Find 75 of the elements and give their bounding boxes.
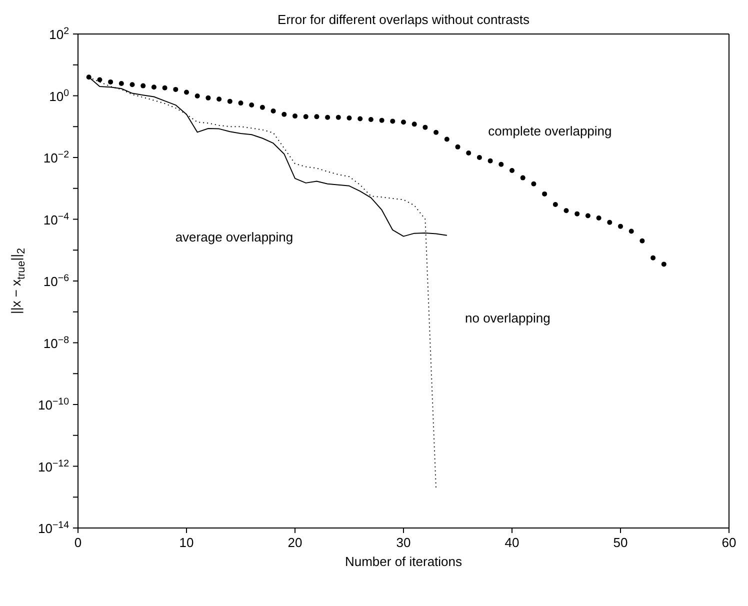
point [444, 136, 450, 142]
point [227, 98, 232, 104]
point [574, 211, 580, 216]
point [650, 255, 656, 260]
annotation: complete overlapping [488, 124, 612, 139]
point [249, 102, 254, 108]
point [434, 130, 439, 135]
point [86, 74, 92, 80]
x-tick-label: 30 [396, 535, 411, 550]
point [466, 150, 472, 156]
point [194, 94, 200, 99]
point [618, 224, 623, 229]
point [412, 122, 417, 127]
point [358, 116, 363, 122]
point [542, 191, 548, 196]
point [118, 80, 124, 86]
point [552, 202, 558, 208]
point [510, 168, 514, 173]
point [368, 117, 374, 122]
y-tick-label: 10$^{0}$ [49, 87, 70, 104]
point [607, 220, 612, 225]
point [184, 90, 189, 95]
point [520, 175, 526, 180]
x-axis-title: Number of iterations [344, 554, 463, 569]
y-tick-label: 10$^{−12}$ [38, 458, 69, 474]
point [206, 95, 211, 100]
point [379, 118, 384, 123]
point [216, 96, 222, 102]
x-tick-label: 50 [613, 535, 628, 550]
point [270, 108, 276, 114]
point [162, 85, 168, 90]
y-tick-label: 10$^{−4}$ [43, 210, 70, 228]
annotation: average overlapping [175, 229, 294, 244]
point [314, 114, 320, 120]
x-tick-label: 60 [722, 535, 736, 550]
point [97, 77, 102, 82]
point [476, 155, 482, 160]
point [628, 228, 634, 234]
point [325, 114, 330, 120]
y-tick-label: 10$^{2}$ [49, 26, 69, 42]
point [564, 208, 569, 214]
point [260, 104, 265, 110]
point [488, 158, 493, 164]
y-tick-label: 10$^{−10}$ [38, 396, 70, 412]
point [346, 116, 352, 121]
point [173, 86, 178, 92]
y-tick-label: 10$^{−2}$ [43, 149, 69, 166]
chart-title: Error for different overlaps without contrasts [276, 12, 530, 27]
point [303, 114, 308, 120]
point [640, 238, 645, 244]
point [151, 84, 156, 90]
x-tick-label: 10 [179, 535, 194, 550]
point [498, 162, 504, 167]
point [130, 82, 135, 88]
point [585, 213, 590, 218]
y-tick-label: 10$^{−14}$ [38, 520, 70, 536]
x-tick-label: 40 [504, 535, 520, 550]
point [238, 100, 244, 106]
point [336, 114, 341, 120]
point [455, 144, 460, 150]
y-tick-label: 10$^{−6}$ [43, 272, 69, 289]
x-tick-label: 20 [288, 535, 302, 550]
point [596, 215, 602, 220]
point [140, 83, 146, 88]
point [401, 120, 406, 125]
y-tick-label: 10$^{−8}$ [43, 334, 69, 351]
point [282, 112, 287, 117]
point [661, 262, 666, 267]
point [292, 114, 298, 119]
point [108, 79, 114, 84]
point [531, 181, 536, 186]
point [390, 118, 396, 124]
x-tick-label: 0 [74, 535, 82, 550]
point [422, 124, 428, 130]
annotation: no overlapping [465, 310, 550, 326]
